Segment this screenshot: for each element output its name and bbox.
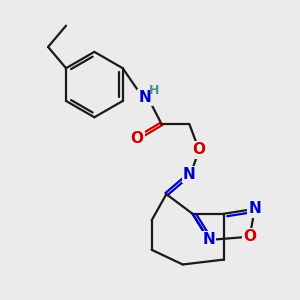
Text: N: N [248, 201, 261, 216]
Text: N: N [183, 167, 196, 182]
Text: N: N [139, 90, 152, 105]
Text: O: O [130, 131, 143, 146]
Text: H: H [149, 84, 159, 97]
Text: O: O [193, 142, 206, 158]
Text: N: N [202, 232, 215, 247]
Text: O: O [243, 229, 256, 244]
